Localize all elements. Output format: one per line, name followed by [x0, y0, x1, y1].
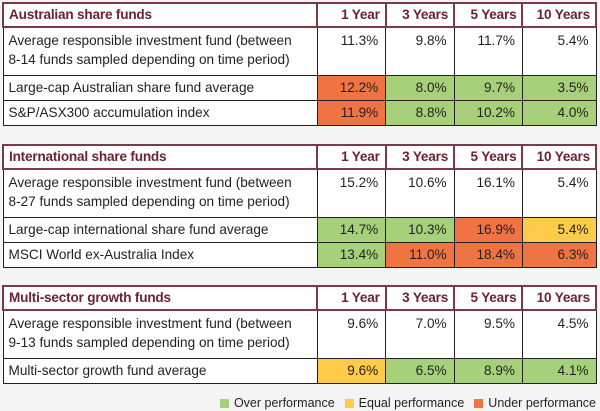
value-cell: 3.5%: [521, 75, 597, 101]
legend-label-under: Under performance: [488, 396, 596, 410]
legend-item-equal: Equal performance: [344, 396, 465, 410]
row-label-line2: 8-14 funds sampled depending on time per…: [8, 52, 290, 67]
value-cell: 8.8%: [385, 100, 455, 126]
category-header: International share funds: [1, 144, 319, 170]
international-share-funds-table: International share funds 1 Year 3 Years…: [1, 144, 597, 268]
value-cell: 5.4%: [521, 26, 597, 76]
table-row: Multi-sector growth fund average 9.6% 6.…: [2, 358, 597, 384]
column-header-10-years: 10 Years: [521, 2, 597, 28]
value-cell: 4.0%: [521, 100, 597, 126]
row-label-line2: 9-13 funds sampled depending on time per…: [8, 335, 290, 350]
value-cell: 8.0%: [385, 75, 455, 101]
row-label: Large-cap Australian share fund average: [2, 75, 318, 101]
row-label: MSCI World ex-Australia Index: [2, 242, 318, 268]
row-label: Average responsible investment fund (bet…: [2, 26, 318, 76]
table-row: Average responsible investment fund (bet…: [2, 309, 597, 359]
value-cell: 11.0%: [385, 242, 455, 268]
value-cell: 13.4%: [316, 242, 387, 268]
value-cell: 18.4%: [453, 242, 523, 268]
row-label-line1: Average responsible investment fund (bet…: [8, 33, 292, 48]
row-label: Multi-sector growth fund average: [2, 358, 318, 384]
column-header-5-years: 5 Years: [453, 2, 524, 28]
value-cell: 7.0%: [385, 309, 455, 359]
row-label-line2: 8-27 funds sampled depending on time per…: [8, 194, 290, 209]
column-header-1-year: 1 Year: [316, 285, 387, 311]
legend-label-over: Over performance: [233, 396, 335, 410]
over-performance-swatch-icon: [219, 398, 229, 408]
legend-label-equal: Equal performance: [358, 396, 465, 410]
column-header-5-years: 5 Years: [453, 144, 524, 170]
table-header-row: Multi-sector growth funds 1 Year 3 Years…: [1, 285, 597, 311]
equal-performance-swatch-icon: [344, 398, 354, 408]
under-performance-swatch-icon: [474, 398, 484, 408]
row-label: S&P/ASX300 accumulation index: [2, 100, 318, 126]
column-header-5-years: 5 Years: [453, 285, 524, 311]
row-label: Average responsible investment fund (bet…: [2, 168, 318, 218]
value-cell: 14.7%: [316, 217, 387, 243]
category-header: Multi-sector growth funds: [1, 285, 319, 311]
multi-sector-growth-funds-table: Multi-sector growth funds 1 Year 3 Years…: [1, 285, 597, 384]
value-cell: 9.6%: [316, 309, 387, 359]
row-label-line1: Average responsible investment fund (bet…: [8, 175, 292, 190]
value-cell: 6.3%: [521, 242, 597, 268]
value-cell: 9.7%: [453, 75, 523, 101]
value-cell: 10.6%: [385, 168, 455, 218]
value-cell: 5.4%: [521, 217, 597, 243]
table-header-row: Australian share funds 1 Year 3 Years 5 …: [1, 2, 597, 28]
value-cell: 11.7%: [453, 26, 523, 76]
row-label: Average responsible investment fund (bet…: [2, 309, 318, 359]
category-header: Australian share funds: [1, 2, 319, 28]
value-cell: 8.9%: [453, 358, 523, 384]
value-cell: 16.9%: [453, 217, 523, 243]
value-cell: 15.2%: [316, 168, 387, 218]
legend-item-under: Under performance: [474, 396, 596, 410]
value-cell: 12.2%: [316, 75, 387, 101]
table-row: Average responsible investment fund (bet…: [2, 168, 597, 218]
row-label-line1: Average responsible investment fund (bet…: [8, 316, 292, 331]
legend-item-over: Over performance: [219, 396, 335, 410]
row-label: Large-cap international share fund avera…: [2, 217, 318, 243]
value-cell: 6.5%: [385, 358, 455, 384]
table-row: S&P/ASX300 accumulation index 11.9% 8.8%…: [2, 100, 597, 126]
column-header-3-years: 3 Years: [384, 144, 456, 170]
table-row: MSCI World ex-Australia Index 13.4% 11.0…: [2, 242, 597, 268]
table-row: Large-cap Australian share fund average …: [2, 75, 597, 101]
value-cell: 9.5%: [453, 309, 523, 359]
value-cell: 11.9%: [316, 100, 387, 126]
australian-share-funds-table: Australian share funds 1 Year 3 Years 5 …: [1, 2, 597, 126]
column-header-1-year: 1 Year: [316, 2, 387, 28]
column-header-1-year: 1 Year: [316, 144, 387, 170]
column-header-3-years: 3 Years: [384, 285, 456, 311]
table-row: Average responsible investment fund (bet…: [2, 26, 597, 76]
value-cell: 4.1%: [521, 358, 597, 384]
value-cell: 9.6%: [316, 358, 387, 384]
table-row: Large-cap international share fund avera…: [2, 217, 597, 243]
value-cell: 10.2%: [453, 100, 523, 126]
legend: Over performance Equal performance Under…: [219, 396, 596, 410]
column-header-3-years: 3 Years: [384, 2, 456, 28]
value-cell: 9.8%: [385, 26, 455, 76]
value-cell: 16.1%: [453, 168, 523, 218]
table-header-row: International share funds 1 Year 3 Years…: [1, 144, 597, 170]
value-cell: 10.3%: [385, 217, 455, 243]
column-header-10-years: 10 Years: [521, 144, 597, 170]
column-header-10-years: 10 Years: [521, 285, 597, 311]
value-cell: 11.3%: [316, 26, 387, 76]
value-cell: 5.4%: [521, 168, 597, 218]
value-cell: 4.5%: [521, 309, 597, 359]
